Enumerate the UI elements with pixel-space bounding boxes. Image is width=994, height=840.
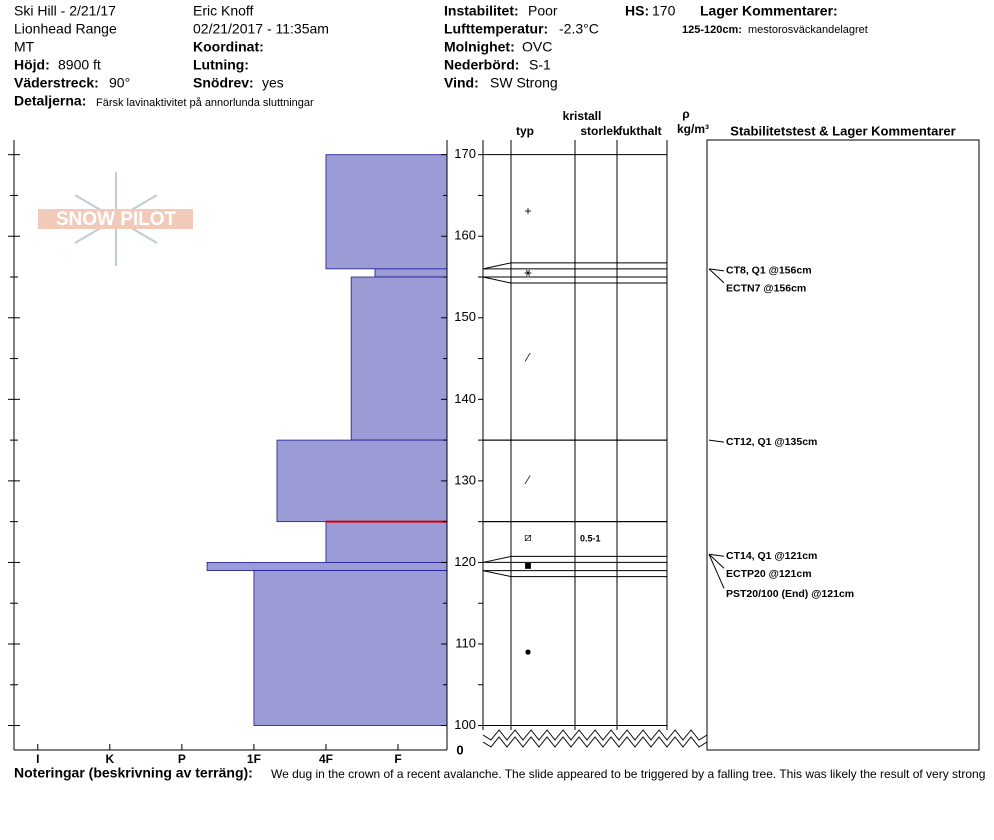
y-break-label: 0	[456, 742, 463, 757]
y-tick-label: 160	[454, 228, 476, 243]
hardness-bar	[253, 570, 448, 726]
col-head: kg/m³	[677, 122, 709, 136]
col-head: Stabilitetstest & Lager Kommentarer	[730, 123, 955, 138]
grain-size: 0.5-1	[580, 533, 601, 543]
col-head: kristall	[563, 109, 602, 123]
range: Lionhead Range	[14, 21, 117, 37]
x-tick-label: 4F	[319, 752, 333, 766]
observer: Eric Knoff	[193, 3, 254, 19]
x-tick-label: K	[105, 752, 114, 766]
test-label: PST20/100 (End) @121cm	[726, 588, 854, 600]
value: 90°	[109, 75, 130, 91]
y-tick-label: 130	[454, 472, 476, 487]
grain-symbol: ⁄	[524, 351, 531, 365]
value: -2.3°C	[559, 21, 599, 37]
grain-symbol: ⁄	[524, 473, 531, 487]
grain-symbol: ⧄	[524, 530, 532, 544]
col-head: storlek	[580, 124, 620, 138]
label: Lutning:	[193, 57, 249, 73]
logo: SNOW PILOT	[38, 172, 193, 266]
value: Poor	[528, 3, 558, 19]
layer-connector	[482, 276, 512, 284]
value: SW Strong	[490, 75, 558, 91]
datetime: 02/21/2017 - 11:35am	[193, 21, 329, 37]
axis-break	[482, 736, 708, 748]
col-head: typ	[516, 124, 534, 138]
y-tick-label: 120	[454, 554, 476, 569]
layer-comment: mestorosväckandelagret	[748, 24, 868, 36]
value: yes	[262, 75, 284, 91]
site: Ski Hill - 2/21/17	[14, 3, 116, 19]
logo-text: SNOW PILOT	[56, 209, 177, 230]
label: Vind:	[444, 75, 479, 91]
value: 170	[652, 3, 676, 19]
test-label: CT8, Q1 @156cm	[726, 265, 812, 277]
grain-symbol: ⚹	[524, 265, 531, 279]
value: Färsk lavinaktivitet på annorlunda slutt…	[96, 97, 314, 109]
test-label: ECTP20 @121cm	[726, 568, 812, 580]
col-head: fukthalt	[618, 124, 661, 138]
test-arrow	[708, 553, 725, 569]
x-tick-label: P	[178, 752, 186, 766]
y-tick-label: 170	[454, 146, 476, 161]
test-label: CT12, Q1 @135cm	[726, 436, 817, 448]
test-arrow	[708, 439, 725, 443]
label: Höjd:	[14, 57, 50, 73]
test-arrow	[708, 268, 725, 272]
hardness-bar	[206, 562, 448, 571]
label: Koordinat:	[193, 39, 264, 55]
hardness-bar	[276, 439, 448, 523]
grain-symbol: ●	[524, 644, 531, 658]
layer-connector	[482, 262, 512, 270]
grain-symbol: ■	[524, 559, 531, 573]
axis-break	[482, 729, 708, 741]
test-arrow	[708, 554, 725, 589]
label: Nederbörd:	[444, 57, 519, 73]
hardness-bar	[325, 154, 448, 270]
y-tick-label: 110	[455, 635, 476, 650]
test-arrow	[708, 553, 725, 557]
label: HS:	[625, 3, 649, 19]
label: Lager Kommentarer:	[700, 3, 838, 19]
layer-connector	[482, 555, 512, 563]
test-label: CT14, Q1 @121cm	[726, 550, 817, 562]
label: Väderstreck:	[14, 75, 99, 91]
x-tick-label: 1F	[247, 752, 261, 766]
hardness-bar	[350, 276, 448, 441]
x-tick-label: F	[394, 752, 401, 766]
col-head: ρ	[682, 107, 689, 121]
hardness-bar	[325, 521, 448, 563]
layer-connector	[482, 570, 512, 578]
range: 125-120cm:	[682, 24, 742, 36]
x-tick-label: I	[36, 752, 39, 766]
label: Snödrev:	[193, 75, 254, 91]
label: Detaljerna:	[14, 93, 86, 109]
label: Lufttemperatur:	[444, 21, 548, 37]
label: Instabilitet:	[444, 3, 519, 19]
value: S-1	[529, 57, 551, 73]
value: OVC	[522, 39, 552, 55]
notes-label: Noteringar (beskrivning av terräng):	[14, 765, 253, 781]
test-arrow	[708, 268, 725, 284]
test-label: ECTN7 @156cm	[726, 283, 806, 295]
y-tick-label: 140	[454, 391, 476, 406]
label: Molnighet:	[444, 39, 515, 55]
y-tick-label: 100	[454, 717, 476, 732]
y-tick-label: 150	[454, 309, 476, 324]
state: MT	[14, 39, 35, 55]
hardness-bar	[374, 268, 448, 278]
notes-text: We dug in the crown of a recent avalanch…	[271, 767, 985, 781]
value: 8900 ft	[58, 57, 101, 73]
grain-symbol: +	[524, 204, 531, 218]
